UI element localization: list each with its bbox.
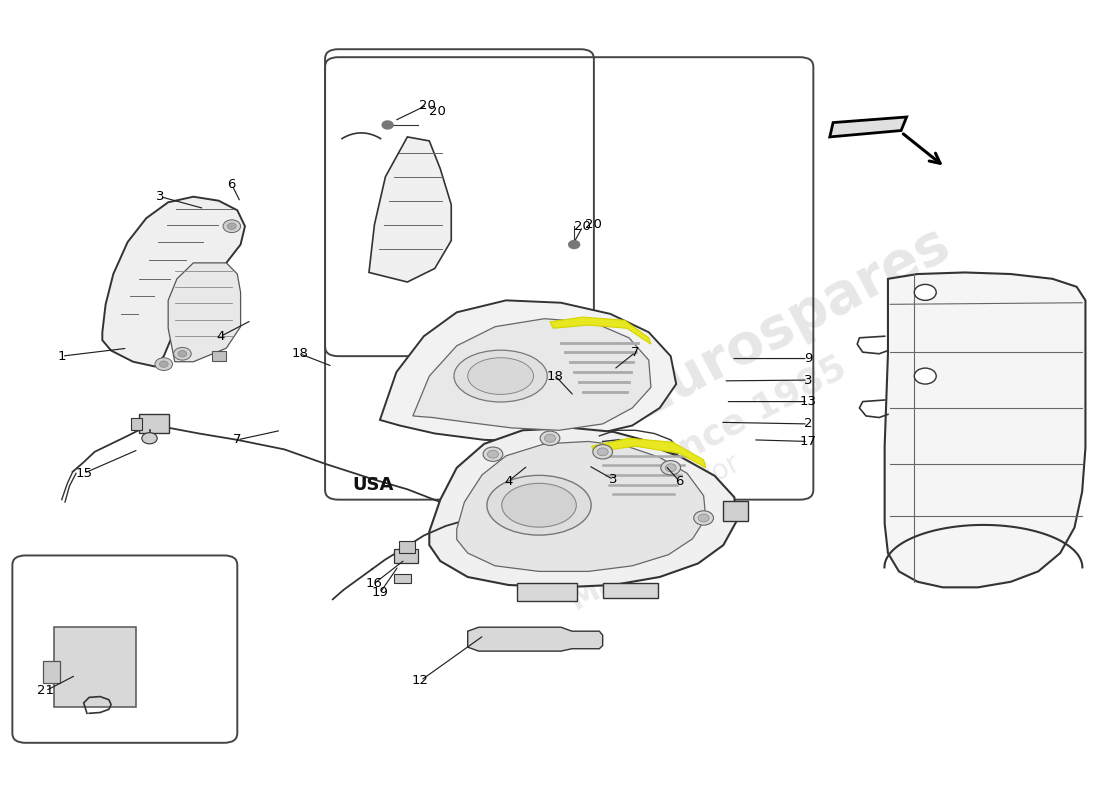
- Circle shape: [382, 121, 393, 129]
- Polygon shape: [379, 300, 676, 442]
- Bar: [54, 627, 136, 707]
- Circle shape: [228, 223, 236, 230]
- Text: 21: 21: [36, 685, 54, 698]
- Text: USA: USA: [352, 476, 394, 494]
- Ellipse shape: [502, 483, 576, 527]
- Text: 9: 9: [804, 352, 812, 365]
- Circle shape: [155, 358, 173, 370]
- Text: 13: 13: [800, 395, 816, 408]
- Circle shape: [142, 433, 157, 444]
- Polygon shape: [368, 137, 451, 282]
- Text: 3: 3: [156, 190, 165, 203]
- Polygon shape: [550, 317, 651, 344]
- Bar: [398, 541, 415, 553]
- Polygon shape: [412, 318, 651, 430]
- Text: 20: 20: [585, 218, 602, 231]
- Polygon shape: [829, 117, 906, 137]
- Text: a passion for: a passion for: [574, 450, 745, 558]
- Text: 3: 3: [609, 474, 618, 486]
- Text: 1: 1: [57, 350, 66, 362]
- Text: 18: 18: [547, 370, 564, 382]
- Text: 20: 20: [574, 220, 592, 233]
- Text: 6: 6: [675, 475, 684, 488]
- Circle shape: [569, 241, 580, 249]
- Text: 2: 2: [804, 418, 812, 430]
- Bar: [131, 418, 142, 430]
- Bar: [212, 350, 227, 361]
- Circle shape: [483, 447, 503, 462]
- Text: 20: 20: [419, 98, 436, 111]
- Bar: [394, 549, 418, 563]
- Polygon shape: [168, 263, 241, 362]
- Bar: [139, 414, 169, 434]
- Text: 6: 6: [228, 178, 236, 191]
- Circle shape: [178, 350, 187, 357]
- Text: Maserati: Maserati: [564, 519, 711, 615]
- Polygon shape: [456, 442, 706, 571]
- Circle shape: [597, 448, 608, 456]
- Bar: [603, 583, 658, 598]
- Circle shape: [666, 464, 676, 472]
- Text: 19: 19: [372, 586, 388, 599]
- Text: 20: 20: [429, 105, 447, 118]
- Ellipse shape: [468, 358, 534, 394]
- Ellipse shape: [487, 475, 591, 535]
- Text: 4: 4: [217, 330, 226, 342]
- Text: 7: 7: [233, 434, 242, 446]
- Polygon shape: [468, 627, 603, 651]
- Text: Eurospares: Eurospares: [624, 214, 959, 426]
- Circle shape: [487, 450, 498, 458]
- Polygon shape: [884, 273, 1086, 587]
- Circle shape: [914, 368, 936, 384]
- Circle shape: [174, 347, 191, 360]
- Circle shape: [593, 445, 613, 459]
- Bar: [517, 583, 578, 601]
- Text: 12: 12: [412, 674, 429, 687]
- Text: 4: 4: [504, 475, 513, 488]
- Polygon shape: [592, 438, 706, 468]
- Circle shape: [544, 434, 556, 442]
- Bar: [724, 502, 748, 521]
- Text: 15: 15: [75, 467, 92, 480]
- Circle shape: [694, 511, 714, 525]
- Ellipse shape: [454, 350, 548, 402]
- Text: 17: 17: [800, 435, 816, 448]
- Text: since 1985: since 1985: [642, 350, 852, 482]
- Text: 7: 7: [631, 346, 640, 358]
- Polygon shape: [102, 197, 245, 366]
- Circle shape: [661, 461, 681, 475]
- Text: 3: 3: [804, 374, 812, 386]
- Circle shape: [698, 514, 710, 522]
- Text: 16: 16: [366, 577, 383, 590]
- Circle shape: [540, 431, 560, 446]
- Bar: [43, 661, 59, 683]
- Circle shape: [914, 285, 936, 300]
- Bar: [394, 574, 410, 583]
- Polygon shape: [429, 428, 737, 587]
- Circle shape: [223, 220, 241, 233]
- Text: 18: 18: [292, 347, 308, 360]
- Circle shape: [160, 361, 168, 367]
